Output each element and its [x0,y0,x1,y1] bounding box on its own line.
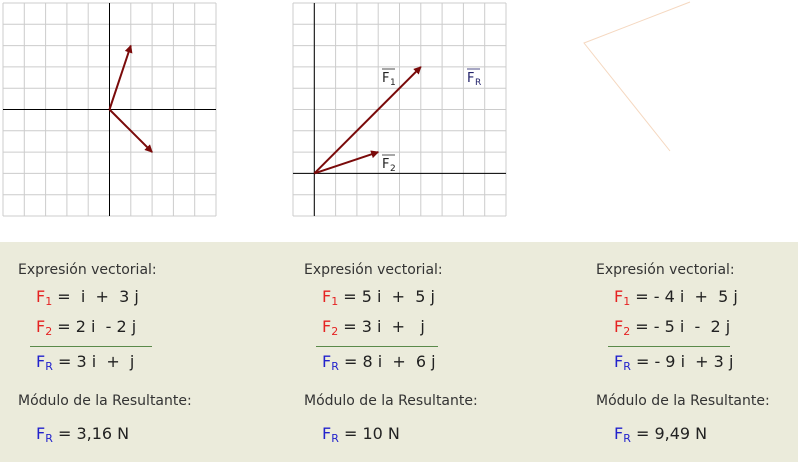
vector-diagram-1 [2,2,217,217]
f1-equation: F1 = i + 3 j [36,287,139,308]
modulus-heading: Módulo de la Resultante: [18,393,192,409]
vector-label: F [382,71,389,86]
vector-f2 [108,108,153,153]
svg-text:1: 1 [390,78,396,88]
sum-line [608,346,730,347]
f2-equation: F2 = 3 i + j [322,317,425,338]
vector-f1 [313,66,422,175]
sum-line [316,346,438,347]
vector-expression-heading: Expresión vectorial: [18,262,157,278]
fr-equation: FR = - 9 i + 3 j [614,352,734,373]
f1-equation: F1 = - 4 i + 5 j [614,287,738,308]
vector-expression-heading: Expresión vectorial: [304,262,443,278]
modulus-value: FR = 9,49 N [614,424,708,445]
svg-text:2: 2 [390,164,396,174]
vector-f1 [108,44,133,110]
vector-expression-heading: Expresión vectorial: [596,262,735,278]
vector-label: F [382,157,389,172]
modulus-heading: Módulo de la Resultante: [596,393,770,409]
modulus-heading: Módulo de la Resultante: [304,393,478,409]
modulus-value: FR = 10 N [322,424,400,445]
f1-equation: F1 = 5 i + 5 j [322,287,435,308]
f2-equation: F2 = - 5 i - 2 j [614,317,731,338]
vector-label: F [467,71,474,86]
svg-text:R: R [475,78,481,88]
vector-diagram-3 [583,1,691,152]
modulus-value: FR = 3,16 N [36,424,130,445]
f2-equation: F2 = 2 i - 2 j [36,317,137,338]
sum-line [30,346,152,347]
vector-diagram-2: F 1F 2F R [292,2,507,217]
results-panel: Expresión vectorial: F1 = i + 3 j F2 = 2… [0,242,798,462]
fr-equation: FR = 8 i + 6 j [322,352,436,373]
fr-equation: FR = 3 i + j [36,352,135,373]
vector-f2 [313,150,380,175]
